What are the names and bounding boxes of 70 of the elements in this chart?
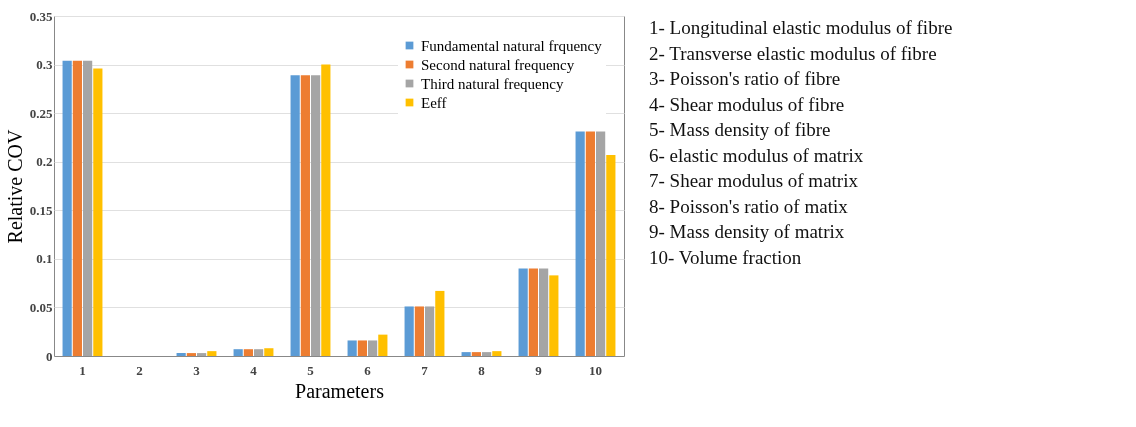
x-tick-label: 8 [478,362,486,378]
text: 8- Poisson's ratio of matix [649,195,849,217]
bar [207,351,217,356]
bar [461,352,471,356]
bar [518,268,528,356]
text: 2- Transverse elastic modulus of fibre [649,42,937,64]
text: 10- Volume fraction [649,246,802,268]
x-tick-label: 10 [589,362,602,378]
bar [72,60,82,356]
bar [425,306,435,356]
bar [357,340,367,356]
y-tick-label: 0.2 [36,154,53,170]
bar [539,268,549,356]
x-tick-label: 2 [136,362,143,378]
y-tick-label: 0.3 [36,57,53,73]
bar [233,349,243,356]
bar [606,154,616,356]
text: 3- Poisson's ratio of fibre [649,68,841,89]
bar [300,75,310,356]
bar [290,75,300,356]
bar [549,275,559,356]
x-tick-label: 1 [79,362,86,378]
text: 5- Mass density of fibre [649,119,831,140]
x-tick-label: 6 [364,362,372,378]
text: 9- Mass density of matrix [649,221,845,242]
y-axis-title: Relative COV [3,129,26,244]
text: 1- Longitudinal elastic modulus of fibre [649,17,953,38]
text: 4- Shear modulus of fibre [649,93,845,115]
bar [492,351,502,356]
bar [254,349,264,356]
bar [347,340,357,356]
y-tick-label: 0.1 [36,251,53,267]
bar [186,353,196,356]
y-tick-label: 0.25 [29,105,53,121]
bar [368,340,378,356]
y-tick-label: 0.15 [29,202,53,218]
bar [414,306,424,356]
bar [378,334,388,356]
bar [575,131,585,356]
bar [482,352,492,356]
bar [176,353,186,356]
text: 7- Shear modulus of matrix [649,170,859,191]
x-tick-label: 4 [250,362,258,378]
bar [471,352,481,356]
bar [197,353,207,356]
legend-label: Eeff [421,94,447,111]
x-axis-title: Parameters [295,379,385,402]
text: 6- elastic modulus of matrix [649,144,864,166]
y-tick-label: 0 [46,348,53,364]
legend-label: Fundamental natural frquency [421,37,603,54]
bar [528,268,538,356]
bar [93,68,103,356]
x-tick-label: 7 [421,362,429,378]
bar [62,60,72,356]
bar [321,64,331,356]
bar [435,290,445,356]
bar [311,75,321,356]
bar [585,131,595,356]
bar [404,306,414,356]
x-tick-label: 3 [193,362,201,378]
bar [596,131,606,356]
x-tick-label: 5 [307,362,315,378]
legend-label: Second natural frequency [421,56,575,73]
bar [83,60,93,356]
x-tick-label: 9 [535,362,543,378]
legend-label: Third natural frequency [421,75,564,92]
y-tick-label: 0.05 [29,299,53,315]
bar [264,348,274,356]
y-tick-label: 0.35 [29,8,53,24]
bar [243,349,253,356]
